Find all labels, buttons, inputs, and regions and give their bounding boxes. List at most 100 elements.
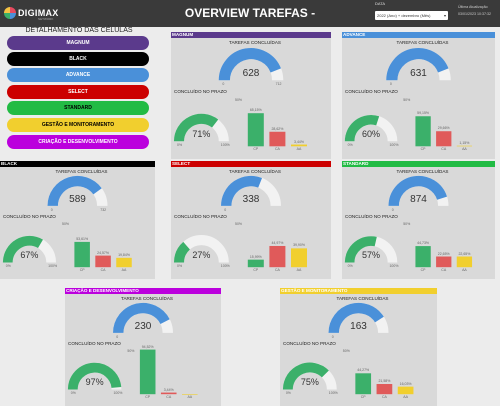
prazo-value: 57%	[362, 250, 381, 261]
legend-item: ADVANCE	[7, 68, 149, 82]
bar-category: AA	[121, 268, 127, 273]
gauge-fill	[221, 175, 263, 207]
prazo-label: CONCLUÍDO NO PRAZO	[68, 341, 121, 347]
panel-title: BLACK	[0, 161, 155, 167]
bar-category: CP	[420, 268, 426, 273]
prazo-max: 100%	[113, 391, 123, 396]
bar-category: CA	[274, 268, 280, 273]
gauge-fill	[47, 175, 102, 207]
tarefas-value: 874	[410, 193, 427, 205]
bar-ca	[269, 245, 286, 268]
bar-category: CA	[441, 147, 447, 152]
bar-value-label: 44,27%	[357, 368, 370, 373]
tarefas-value: 163	[350, 320, 367, 332]
panel-title: CRIAÇÃO E DESENVOLVIMENTO	[65, 288, 221, 294]
prazo-label: CONCLUÍDO NO PRAZO	[3, 214, 56, 220]
bar-ca	[436, 131, 452, 147]
bar-category: AA	[403, 395, 408, 400]
cell-panel: BLACK TAREFAS CONCLUÍDAS 589 0 732 CONCLUÍDO …	[0, 161, 155, 279]
digimax-logo: DIGIMAX NETWORK	[4, 4, 62, 22]
bar-category: CA	[274, 147, 280, 152]
tarefas-gauge	[344, 175, 473, 268]
bars-axis-label: 50%	[403, 98, 411, 103]
cell-panel: CRIAÇÃO E DESENVOLVIMENTO TAREFAS CONCLUÍ…	[65, 288, 221, 406]
prazo-value: 97%	[85, 377, 104, 388]
bar-category: CP	[253, 268, 259, 273]
date-filter-dropdown[interactable]: 2022 (Ano) + dezembro (Mês) ▾	[375, 11, 448, 20]
cell-panel: SELECT TAREFAS CONCLUÍDAS 338 0 CONCLUÍDO NO…	[171, 161, 331, 279]
bar-value-label: 29,66%	[437, 126, 450, 131]
tarefas-label: TAREFAS CONCLUÍDAS	[229, 40, 281, 45]
prazo-label: CONCLUÍDO NO PRAZO	[174, 214, 227, 220]
bar-ca	[269, 131, 286, 147]
prazo-max: 100%	[389, 264, 399, 269]
bar-category: CA	[166, 395, 172, 400]
bar-value-label: 44,73%	[417, 241, 430, 246]
bar-cp	[247, 113, 264, 147]
prazo-label: CONCLUÍDO NO PRAZO	[345, 89, 398, 95]
bar-aa	[456, 256, 473, 268]
bar-ca	[376, 384, 393, 395]
filter-label: DATA	[375, 1, 386, 6]
tarefas-gauge	[2, 175, 132, 268]
prazo-max: 100%	[48, 264, 58, 269]
bar-value-label: 44,97%	[271, 240, 284, 245]
prazo-value: 75%	[300, 377, 319, 388]
logo-mark-icon	[4, 7, 16, 19]
bar-category: AA	[296, 147, 302, 152]
gauge-fill	[328, 302, 384, 334]
prazo-label: CONCLUÍDO NO PRAZO	[283, 341, 336, 347]
tarefas-gauge	[173, 175, 307, 268]
prazo-max: 100%	[389, 143, 399, 148]
header-bar: DIGIMAX NETWORK OVERVIEW TAREFAS - DEZEM…	[0, 0, 500, 47]
bar-value-label: 24,57%	[97, 250, 109, 255]
bar-value-label: 16,03%	[399, 381, 412, 386]
bar-value-label: 22,65%	[437, 251, 450, 256]
gauge-fill	[218, 48, 282, 81]
prazo-fill	[344, 236, 377, 263]
prazo-min: 0%	[177, 143, 183, 148]
prazo-max: 100%	[220, 264, 230, 269]
bar-ca	[95, 255, 111, 268]
gauge-min: 0	[391, 207, 394, 212]
bar-cp	[139, 349, 156, 395]
tarefas-value: 338	[242, 193, 260, 205]
bar-value-label: 39,90%	[293, 243, 305, 248]
bar-value-label: 3,44%	[163, 387, 174, 392]
legend-item: SELECT	[7, 85, 149, 99]
tarefas-label: TAREFAS CONCLUÍDAS	[336, 296, 389, 301]
bar-category: CA	[381, 395, 387, 400]
prazo-value: 71%	[192, 129, 211, 140]
prazo-min: 0%	[347, 264, 353, 269]
bar-category: CP	[79, 268, 85, 273]
gauge-min: 0	[331, 334, 334, 339]
tarefas-label: TAREFAS CONCLUÍDAS	[396, 40, 449, 45]
bars-axis-label: 50%	[235, 222, 243, 227]
prazo-fill	[67, 362, 122, 390]
bar-aa	[291, 144, 307, 147]
tarefas-label: TAREFAS CONCLUÍDAS	[55, 169, 108, 174]
last-update: Última Atualização 03/01/2023 10:37:32	[458, 4, 491, 18]
bar-category: CP	[145, 395, 151, 400]
cell-panel: GESTÃO E MONITORAMENTO TAREFAS CONCLUÍDAS…	[280, 288, 437, 406]
bar-category: AA	[296, 268, 302, 273]
tarefas-gauge	[173, 48, 307, 147]
bar-value-label: 1,15%	[459, 140, 470, 145]
prazo-fill	[173, 241, 191, 263]
date-filter-value: 2022 (Ano) + dezembro (Mês)	[377, 13, 431, 18]
legend-item: CRIAÇÃO E DESENVOLVIMENTO	[7, 135, 149, 149]
tarefas-label: TAREFAS CONCLUÍDAS	[396, 169, 449, 174]
bar-value-label: 28,62%	[271, 126, 284, 131]
tarefas-value: 628	[242, 68, 260, 80]
bar-aa	[456, 145, 473, 147]
legend-item: MAGNUM	[7, 36, 149, 50]
logo-sub: NETWORK	[38, 17, 54, 21]
prazo-fill	[282, 362, 329, 390]
chevron-down-icon: ▾	[443, 13, 446, 18]
prazo-min: 0%	[5, 264, 11, 269]
prazo-value: 60%	[362, 129, 381, 140]
bar-cp	[74, 241, 90, 268]
panel-title: MAGNUM	[171, 32, 331, 38]
update-value: 03/01/2023 10:37:32	[458, 12, 491, 16]
panel-title: ADVANCE	[342, 32, 495, 38]
